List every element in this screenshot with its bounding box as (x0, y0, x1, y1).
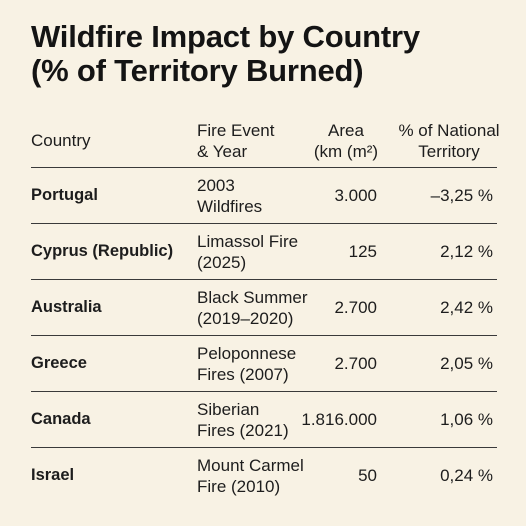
percent-cell: 1,06 % (440, 410, 493, 429)
event-cell: Peloponnese Fires (2007) (197, 336, 322, 391)
header-area-line-2: (km (m²) (313, 141, 379, 161)
header-percent: % of National Territory (387, 114, 511, 167)
event-cell: Siberian Fires (2021) (197, 392, 322, 447)
percent-cell: 2,12 % (440, 242, 493, 261)
event-line-1: Limassol Fire (197, 231, 299, 251)
event-cell: Mount Carmel Fire (2010) (197, 448, 322, 503)
event-line-2: Fires (2007) (197, 364, 289, 384)
header-percent-line-2: Territory (418, 141, 480, 161)
area-cell: 125 (348, 242, 377, 261)
table-row: Cyprus (Republic) Limassol Fire (2025) 1… (31, 224, 497, 280)
event-cell: 2003 Wildfires (197, 168, 322, 223)
area-cell: 3.000 (334, 186, 377, 205)
table-row: Portugal 2003 Wildfires 3.000 –3,25 % (31, 168, 497, 224)
country-cell: Canada (31, 410, 91, 428)
event-cell: Black Summer (2019–2020) (197, 280, 322, 335)
table-row: Australia Black Summer (2019–2020) 2.700… (31, 280, 497, 336)
header-area: Area (km (m²) (301, 114, 391, 167)
country-cell: Cyprus (Republic) (31, 242, 174, 260)
table-row: Greece Peloponnese Fires (2007) 2.700 2,… (31, 336, 497, 392)
event-line-1: Siberian (197, 399, 260, 419)
header-area-line-1: Area (328, 120, 364, 140)
header-percent-line-1: % of National (398, 120, 500, 140)
table-row: Israel Mount Carmel Fire (2010) 50 0,24 … (31, 448, 497, 503)
event-line-2: Fires (2021) (197, 420, 289, 440)
header-event-line-1: Fire Event (197, 120, 275, 140)
area-cell: 1.816.000 (301, 410, 377, 429)
event-line-2: (2025) (197, 252, 247, 272)
area-cell: 2.700 (334, 298, 377, 317)
event-line-2: Fire (2010) (197, 476, 281, 496)
country-cell: Portugal (31, 186, 98, 204)
table-row: Canada Siberian Fires (2021) 1.816.000 1… (31, 392, 497, 448)
country-cell: Australia (31, 298, 102, 316)
header-event-line-2: & Year (197, 141, 248, 161)
event-line-1: Black Summer (197, 287, 308, 307)
event-line-2: Wildfires (197, 196, 263, 216)
header-event: Fire Event & Year (197, 114, 322, 167)
header-country: Country (31, 131, 91, 150)
page-title: Wildfire Impact by Country (% of Territo… (31, 20, 511, 88)
event-line-2: (2019–2020) (197, 308, 294, 328)
percent-cell: –3,25 % (430, 186, 493, 205)
area-cell: 50 (358, 466, 377, 485)
percent-cell: 2,42 % (440, 298, 493, 317)
table-header-row: Country Fire Event & Year Area (km (m²) … (31, 114, 500, 168)
country-cell: Israel (31, 466, 75, 484)
percent-cell: 2,05 % (440, 354, 493, 373)
event-cell: Limassol Fire (2025) (197, 224, 322, 279)
event-line-1: Mount Carmel (197, 455, 304, 475)
country-cell: Greece (31, 354, 87, 372)
event-line-1: 2003 (197, 175, 235, 195)
percent-cell: 0,24 % (440, 466, 493, 485)
title-line-1: Wildfire Impact by Country (31, 19, 420, 54)
wildfire-table: Country Fire Event & Year Area (km (m²) … (31, 114, 500, 503)
area-cell: 2.700 (334, 354, 377, 373)
title-line-2: (% of Territory Burned) (31, 53, 364, 88)
event-line-1: Peloponnese (197, 343, 297, 363)
